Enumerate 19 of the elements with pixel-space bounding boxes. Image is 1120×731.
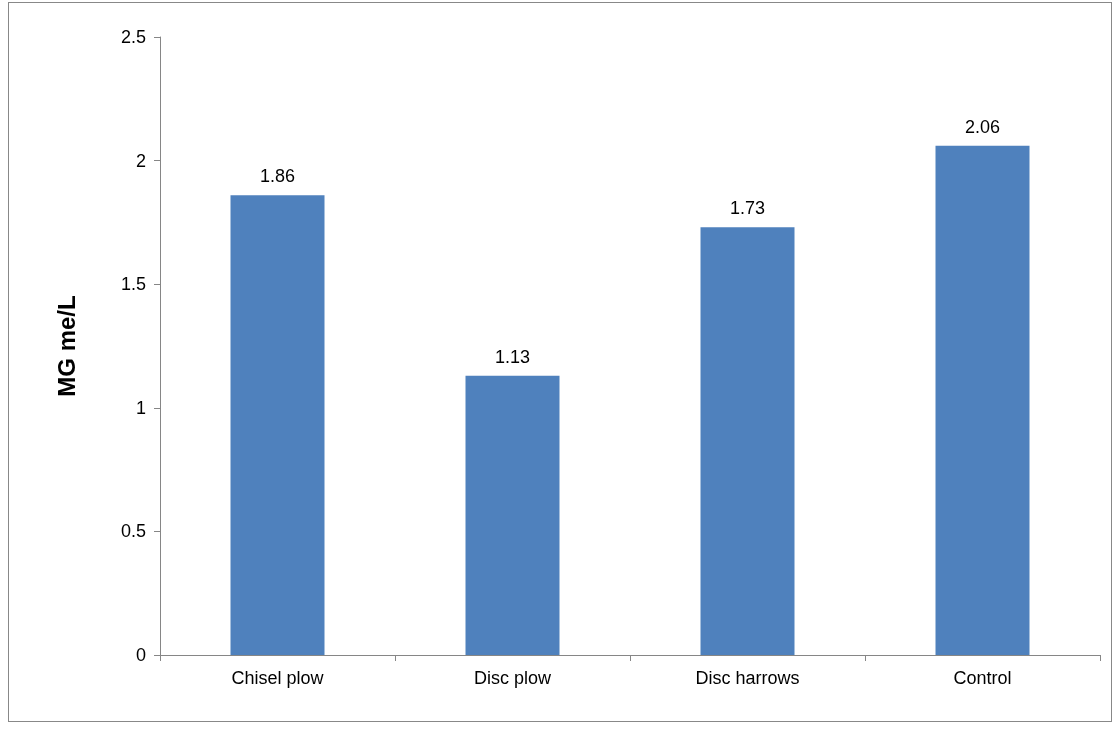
data-label: 1.13	[494, 346, 531, 367]
x-tick-label: Disc plow	[473, 668, 552, 688]
data-label: 1.86	[259, 166, 296, 187]
y-tick-label: 1.5	[120, 274, 146, 295]
y-tick-label: 0.5	[120, 521, 146, 542]
data-label: 1.73	[729, 198, 766, 219]
y-tick-label: 2	[135, 150, 146, 171]
x-tick-label: Disc harrows	[695, 668, 800, 688]
y-tick-label: 2.5	[120, 27, 146, 47]
x-tick-label: Chisel plow	[231, 668, 325, 688]
y-tick-label: 0	[135, 645, 146, 665]
bar	[465, 375, 560, 655]
bar	[700, 227, 795, 655]
data-label: 2.06	[964, 116, 1001, 137]
x-tick-label: Control	[953, 668, 1012, 688]
bar	[935, 145, 1030, 655]
y-tick-label: 1	[135, 397, 146, 418]
y-axis-title: MG me/L	[52, 295, 80, 397]
bar	[230, 195, 325, 655]
